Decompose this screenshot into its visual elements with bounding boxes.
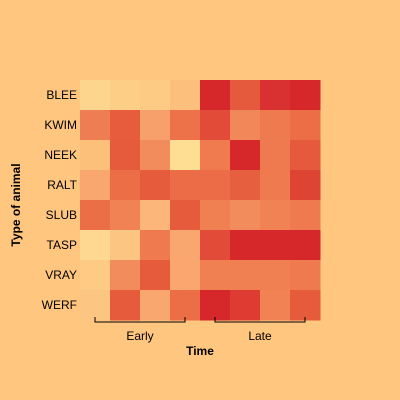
- heatmap-cell: [260, 80, 291, 111]
- row-label: VRAY: [45, 268, 77, 282]
- heatmap-cell: [230, 140, 261, 171]
- y-axis-title: Type of animal: [9, 163, 23, 246]
- heatmap-cell: [140, 260, 171, 291]
- column-group-bracket: [94, 317, 186, 323]
- column-group-label: Late: [248, 329, 272, 343]
- heatmap-cell: [80, 140, 111, 171]
- heatmap-cell: [230, 260, 261, 291]
- heatmap-cell: [140, 290, 171, 321]
- heatmap-cell: [110, 200, 141, 231]
- row-label: TASP: [47, 238, 77, 252]
- heatmap-cell: [80, 170, 111, 201]
- heatmap-cell: [140, 80, 171, 111]
- heatmap-cell: [140, 170, 171, 201]
- heatmap-cell: [200, 200, 231, 231]
- heatmap-cell: [260, 230, 291, 261]
- heatmap-cell: [230, 170, 261, 201]
- heatmap-cell: [230, 110, 261, 141]
- heatmap-cell: [290, 170, 321, 201]
- heatmap-cell: [80, 110, 111, 141]
- row-label: BLEE: [46, 88, 77, 102]
- heatmap-cell: [200, 290, 231, 321]
- column-group-brackets: Early Late: [94, 317, 306, 343]
- heatmap-cell: [110, 110, 141, 141]
- heatmap-cell: [200, 170, 231, 201]
- heatmap-cell: [110, 230, 141, 261]
- heatmap-cell: [140, 200, 171, 231]
- heatmap-cell: [170, 80, 201, 111]
- heatmap-cell: [80, 260, 111, 291]
- heatmap-cell: [170, 260, 201, 291]
- heatmap-cell: [260, 200, 291, 231]
- row-label: WERF: [42, 298, 77, 312]
- column-group-bracket: [214, 317, 306, 323]
- heatmap-cell: [290, 230, 321, 261]
- heatmap-cell: [80, 290, 111, 321]
- x-axis-title: Time: [186, 344, 214, 358]
- heatmap-cell: [230, 200, 261, 231]
- heatmap-cell: [290, 200, 321, 231]
- row-label: SLUB: [46, 208, 77, 222]
- row-labels: BLEE KWIM NEEK RALT SLUB TASP VRAY WERF: [42, 88, 78, 312]
- heatmap-cell: [170, 230, 201, 261]
- heatmap-cell: [200, 230, 231, 261]
- heatmap-cell: [200, 260, 231, 291]
- heatmap-cell: [260, 170, 291, 201]
- heatmap-cell: [200, 110, 231, 141]
- heatmap-cell: [260, 260, 291, 291]
- heatmap-cell: [290, 80, 321, 111]
- heatmap-cell: [230, 230, 261, 261]
- heatmap-cell: [290, 290, 321, 321]
- heatmap-cell: [230, 80, 261, 111]
- row-label: KWIM: [44, 118, 77, 132]
- heatmap-cell: [170, 200, 201, 231]
- heatmap-cell: [170, 170, 201, 201]
- heatmap-cell: [200, 80, 231, 111]
- heatmap-cell: [80, 230, 111, 261]
- heatmap-cell: [170, 140, 201, 171]
- heatmap-cell: [140, 110, 171, 141]
- heatmap-cell: [170, 110, 201, 141]
- heatmap-cells: [80, 80, 321, 321]
- heatmap-cell: [170, 290, 201, 321]
- row-label: RALT: [47, 178, 77, 192]
- heatmap-cell: [110, 260, 141, 291]
- heatmap-cell: [260, 140, 291, 171]
- heatmap-cell: [110, 80, 141, 111]
- row-label: NEEK: [44, 148, 77, 162]
- heatmap-cell: [80, 200, 111, 231]
- heatmap-cell: [110, 140, 141, 171]
- heatmap-cell: [290, 110, 321, 141]
- heatmap-cell: [110, 290, 141, 321]
- heatmap-cell: [140, 230, 171, 261]
- heatmap-cell: [290, 260, 321, 291]
- column-group-label: Early: [126, 329, 153, 343]
- heatmap-cell: [260, 290, 291, 321]
- heatmap-cell: [140, 140, 171, 171]
- heatmap-cell: [110, 170, 141, 201]
- heatmap-cell: [260, 110, 291, 141]
- heatmap-cell: [200, 140, 231, 171]
- heatmap-cell: [290, 140, 321, 171]
- heatmap-cell: [230, 290, 261, 321]
- heatmap-cell: [80, 80, 111, 111]
